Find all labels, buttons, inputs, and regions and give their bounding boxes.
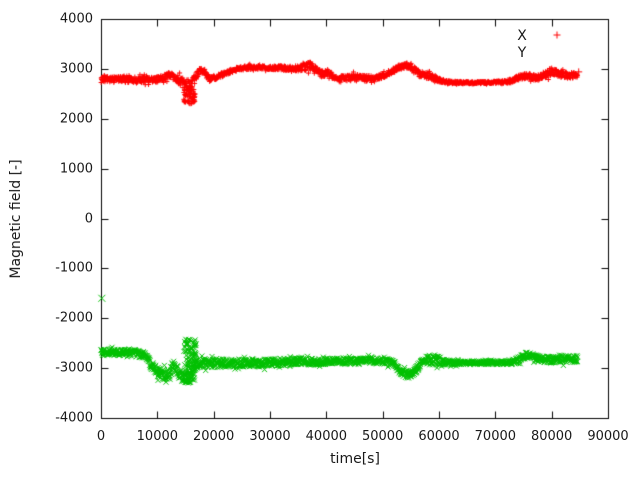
- y-tick-label: -4000: [55, 410, 93, 426]
- x-tick-label: 90000: [587, 429, 629, 444]
- x-tick-label: 10000: [136, 429, 179, 444]
- x-tick-label: 70000: [474, 429, 517, 444]
- x-tick-label: 0: [96, 429, 106, 444]
- y-tick-label: -1000: [55, 260, 93, 276]
- x-axis-title: time[s]: [330, 451, 380, 467]
- x-tick-label: 50000: [361, 429, 404, 444]
- legend-label-y: Y: [517, 45, 527, 61]
- y-tick-label: 1000: [59, 161, 93, 177]
- x-tick-label: 80000: [530, 429, 573, 444]
- y-tick-label: 4000: [59, 11, 93, 27]
- y-tick-label: -3000: [55, 360, 93, 376]
- x-tick-label: 40000: [305, 429, 348, 444]
- y-tick-label: -2000: [55, 310, 93, 326]
- legend-label-x: X: [517, 28, 527, 44]
- y-tick-label: 0: [84, 211, 93, 226]
- y-tick-label: 2000: [59, 111, 93, 127]
- x-tick-label: 60000: [418, 429, 460, 444]
- y-axis-title: Magnetic field [-]: [8, 159, 24, 279]
- y-tick-label: 3000: [59, 61, 93, 77]
- x-tick-label: 20000: [192, 429, 235, 444]
- x-tick-label: 30000: [249, 429, 291, 444]
